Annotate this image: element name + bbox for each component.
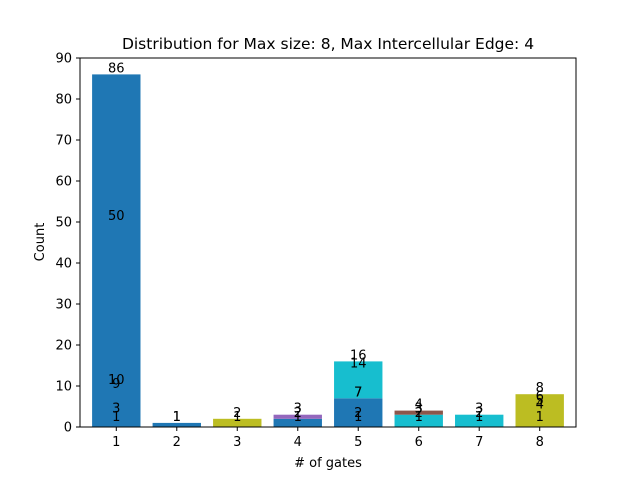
y-tick-label-20: 20	[55, 339, 72, 354]
x-tick-label-1: 1	[112, 435, 120, 450]
data-label-8-27: 6	[536, 389, 544, 404]
data-label-6-19: 4	[415, 398, 423, 413]
chart-title: Distribution for Max size: 8, Max Interc…	[122, 35, 534, 53]
data-label-1-1: 50	[108, 209, 125, 224]
x-tick-label-8: 8	[536, 435, 544, 450]
data-label-5-15: 7	[354, 385, 362, 400]
y-axis-label: Count	[33, 223, 48, 262]
data-label-6-20: 3	[415, 402, 423, 417]
plot-frame	[79, 57, 577, 428]
data-label-1-4: 3	[112, 402, 120, 417]
y-tick-label-0: 0	[64, 421, 72, 436]
x-axis-label: # of gates	[294, 456, 362, 471]
bar-6-segment-0	[394, 414, 443, 427]
x-tick-label-3: 3	[233, 435, 241, 450]
bar-8-segment-0	[515, 394, 564, 427]
data-label-8-29: 4	[536, 398, 544, 413]
data-label-5-13: 16	[350, 348, 367, 363]
bar-2-segment-0	[152, 422, 201, 427]
x-tick-label-4: 4	[294, 435, 302, 450]
data-label-3-8: 2	[233, 406, 241, 421]
data-label-5-14: 14	[350, 357, 367, 372]
data-label-2-6: 1	[173, 410, 181, 425]
data-label-7-24: 2	[475, 406, 483, 421]
bar-5-segment-1	[334, 361, 383, 399]
data-label-8-26: 8	[536, 381, 544, 396]
y-tick-label-40: 40	[55, 257, 72, 272]
plot-area	[92, 74, 564, 428]
data-label-8-30: 1	[536, 410, 544, 425]
data-label-5-18: 1	[354, 410, 362, 425]
data-label-6-22: 1	[415, 410, 423, 425]
bar-4-segment-1	[273, 414, 322, 419]
x-tick-label-2: 2	[173, 435, 181, 450]
y-tick-label-70: 70	[55, 134, 72, 149]
bar-3-segment-0	[213, 418, 262, 427]
x-tick-label-6: 6	[415, 435, 423, 450]
bar-4-segment-0	[273, 418, 322, 427]
y-tick-label-30: 30	[55, 298, 72, 313]
y-tick-label-90: 90	[55, 52, 72, 67]
data-label-4-10: 3	[294, 402, 302, 417]
data-label-1-2: 10	[108, 373, 125, 388]
data-label-1-5: 1	[112, 410, 120, 425]
y-tick-label-80: 80	[55, 93, 72, 108]
bar-1-segment-0	[92, 74, 141, 428]
bar-6-segment-1	[394, 410, 443, 415]
data-label-1-0: 86	[108, 61, 125, 76]
data-label-1-3: 9	[112, 377, 120, 392]
data-label-4-11: 2	[294, 406, 302, 421]
data-label-2-7: 1	[173, 410, 181, 425]
bar-7-segment-0	[455, 414, 504, 427]
data-label-8-28: 5	[536, 394, 544, 409]
y-tick-label-10: 10	[55, 380, 72, 395]
data-label-3-9: 1	[233, 410, 241, 425]
data-label-4-12: 1	[294, 410, 302, 425]
x-tick-label-5: 5	[354, 435, 362, 450]
data-label-7-23: 3	[475, 402, 483, 417]
data-label-7-25: 1	[475, 410, 483, 425]
data-label-5-16: 7	[354, 385, 362, 400]
y-tick-label-50: 50	[55, 216, 72, 231]
x-tick-label-7: 7	[475, 435, 483, 450]
data-label-5-17: 2	[354, 406, 362, 421]
y-tick-label-60: 60	[55, 175, 72, 190]
data-label-6-21: 2	[415, 406, 423, 421]
bar-5-segment-0	[334, 398, 383, 427]
